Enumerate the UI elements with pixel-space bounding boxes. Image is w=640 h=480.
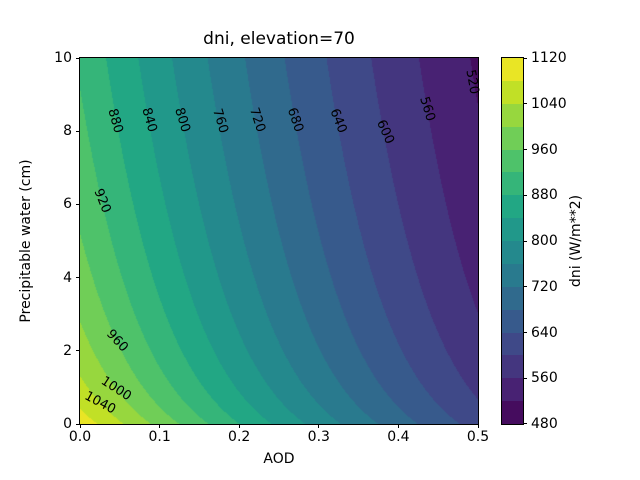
colorbar-tick-label: 720 bbox=[531, 278, 558, 295]
colorbar-band bbox=[502, 172, 523, 196]
y-tick-mark bbox=[76, 57, 80, 59]
y-tick-label: 2 bbox=[63, 342, 72, 359]
colorbar-tick-label: 1040 bbox=[531, 95, 567, 112]
x-tick-mark bbox=[318, 424, 320, 428]
colorbar-band bbox=[502, 218, 523, 241]
colorbar-label: dni (W/m**2) bbox=[568, 194, 584, 288]
colorbar-band bbox=[502, 241, 523, 264]
x-tick-mark bbox=[238, 424, 240, 428]
x-tick-label: 0.1 bbox=[148, 429, 171, 445]
x-tick-label: 0.3 bbox=[307, 429, 330, 445]
colorbar-band bbox=[502, 355, 523, 379]
x-tick-mark bbox=[397, 424, 399, 428]
y-tick-mark bbox=[76, 350, 80, 352]
y-tick-label: 6 bbox=[63, 196, 72, 213]
colorbar-tick-label: 640 bbox=[531, 324, 558, 341]
colorbar-tick-mark bbox=[523, 423, 527, 424]
colorbar-band bbox=[502, 378, 523, 402]
colorbar-tick-mark bbox=[523, 149, 527, 150]
colorbar-band bbox=[502, 263, 523, 287]
colorbar-tick-mark bbox=[523, 286, 527, 288]
colorbar-band bbox=[502, 126, 523, 150]
colorbar-tick-mark bbox=[523, 377, 527, 379]
x-tick-mark bbox=[159, 424, 161, 428]
contour-canvas bbox=[80, 58, 478, 424]
plot-area: 1040 1000 960 920 880 840 800 760 720 680 640 600 56… bbox=[54, 50, 489, 445]
colorbar-tick-label: 1120 bbox=[531, 50, 567, 66]
colorbar-band bbox=[502, 58, 523, 81]
colorbar-band bbox=[502, 195, 523, 219]
x-tick-mark bbox=[477, 424, 479, 428]
contour-label: 520 bbox=[462, 68, 482, 96]
x-tick-label: 0.0 bbox=[68, 429, 92, 445]
x-tick-label: 0.5 bbox=[466, 429, 490, 445]
y-tick-mark bbox=[76, 277, 80, 279]
y-tick-label: 8 bbox=[63, 123, 72, 140]
y-tick-mark bbox=[76, 130, 80, 132]
colorbar-tick-mark bbox=[523, 58, 527, 59]
colorbar-band bbox=[502, 286, 523, 310]
colorbar: 480 560 640 720 800 880 960 1040 1120 bbox=[502, 50, 567, 432]
colorbar-tick-label: 960 bbox=[531, 141, 558, 158]
colorbar-band bbox=[502, 332, 523, 356]
colorbar-tick-mark bbox=[523, 332, 527, 333]
colorbar-tick-label: 800 bbox=[531, 233, 558, 249]
y-axis-label: Precipitable water (cm) bbox=[18, 159, 34, 323]
x-tick-mark bbox=[79, 424, 81, 428]
y-tick-label: 4 bbox=[63, 269, 72, 286]
colorbar-band bbox=[502, 309, 523, 333]
y-tick-label: 10 bbox=[54, 50, 72, 66]
y-tick-mark bbox=[76, 423, 80, 425]
colorbar-tick-mark bbox=[523, 103, 527, 105]
colorbar-tick-mark bbox=[523, 194, 527, 196]
colorbar-band bbox=[502, 103, 523, 127]
chart-title: dni, elevation=70 bbox=[203, 29, 355, 49]
colorbar-band bbox=[502, 149, 523, 173]
colorbar-band bbox=[502, 80, 523, 104]
y-tick-mark bbox=[76, 203, 80, 205]
colorbar-tick-label: 560 bbox=[531, 370, 558, 387]
colorbar-tick-label: 480 bbox=[531, 416, 558, 432]
x-axis-label: AOD bbox=[263, 451, 295, 467]
colorbar-tick-mark bbox=[523, 240, 527, 242]
colorbar-tick-label: 880 bbox=[531, 187, 558, 204]
y-tick-label: 0 bbox=[63, 416, 72, 432]
x-tick-label: 0.4 bbox=[387, 429, 410, 445]
colorbar-band bbox=[502, 401, 523, 424]
x-tick-label: 0.2 bbox=[228, 429, 251, 445]
